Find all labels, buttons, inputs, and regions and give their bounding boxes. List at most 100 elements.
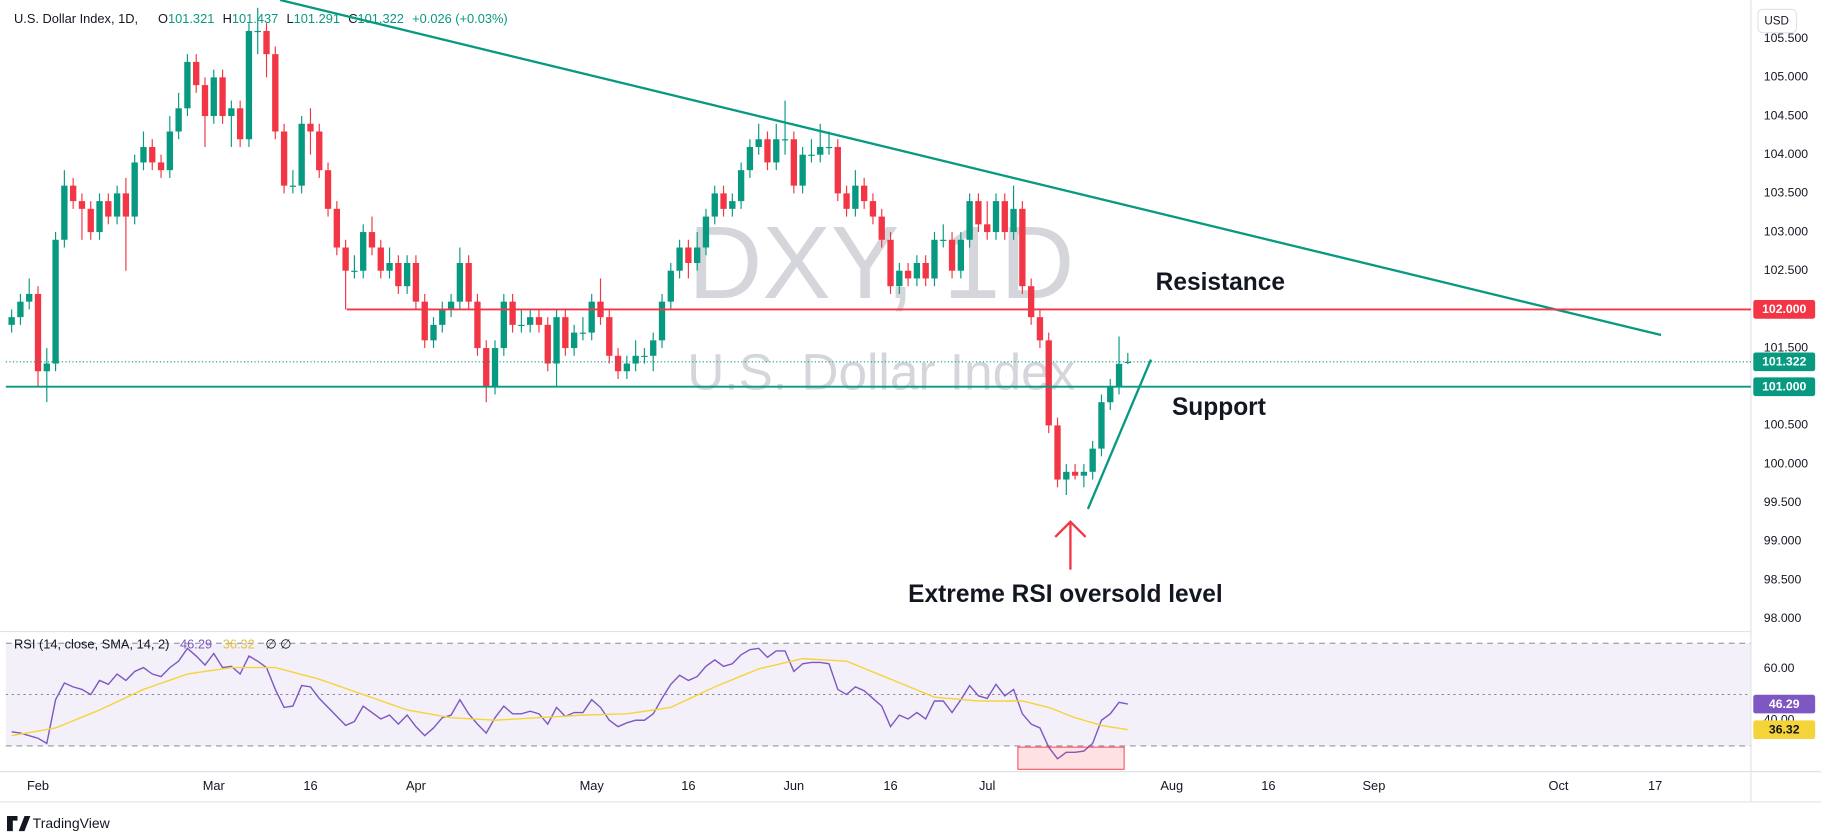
candle-body — [913, 262, 921, 279]
candle-body — [799, 154, 806, 186]
candle-body — [1054, 425, 1061, 480]
rsi-title: RSI (14, close, SMA, 14, 2) — [14, 637, 169, 652]
candle-body — [518, 324, 525, 327]
arrow — [1054, 520, 1087, 570]
x-tick-label: Feb — [27, 778, 49, 793]
currency[interactable]: USD — [1764, 15, 1789, 28]
legend: U.S. Dollar Index, 1D, O101.321 H101.437… — [14, 11, 508, 26]
candle-body — [447, 301, 455, 310]
price-label-box — [1753, 300, 1816, 319]
rsi-sma-value: 36.32 — [223, 637, 255, 652]
candle-body — [1001, 201, 1008, 233]
candle-body — [887, 239, 894, 287]
candle-body — [403, 262, 411, 287]
rsi-line — [11, 657, 1128, 737]
candle-body — [491, 348, 499, 387]
candle-body — [667, 270, 674, 302]
last-price-label: 101.322 — [1762, 355, 1806, 369]
x-tick-label: 16 — [1261, 778, 1275, 793]
candle-body — [105, 201, 112, 217]
candle-body — [781, 139, 789, 141]
candle-body — [606, 317, 613, 356]
candle-body — [342, 247, 349, 271]
watermark-group: DXY, 1D U.S. Dollar Index — [687, 205, 1076, 400]
candle-body — [922, 262, 929, 279]
candle-body — [685, 247, 692, 263]
candle-body — [8, 317, 15, 325]
candle-body — [658, 301, 666, 341]
candle-body — [17, 301, 24, 318]
y-tick-label: 103.500 — [1764, 186, 1808, 200]
candle-body — [377, 247, 384, 271]
rsi-tick-label: 60.00 — [1764, 661, 1795, 675]
candle-body — [843, 193, 850, 209]
candle-body — [711, 193, 718, 217]
candle-body — [34, 293, 42, 372]
candle-body — [527, 317, 534, 325]
ohlc-label: L — [286, 11, 293, 26]
symbol: U.S. Dollar Index, 1D, — [14, 11, 138, 26]
candle-body — [307, 123, 314, 132]
change: +0.026 (+0.03%) — [412, 11, 508, 26]
candle-body — [737, 170, 745, 202]
candle-body — [720, 193, 727, 209]
y-tick-label: 105.500 — [1764, 31, 1808, 45]
plot — [5, 7, 1751, 760]
candle-body — [729, 201, 736, 209]
y-tick-label: 100.000 — [1764, 456, 1808, 470]
candle-body — [122, 193, 130, 217]
price-label: 102.000 — [1762, 302, 1806, 316]
candle-body — [26, 293, 33, 302]
ohlc-label: O — [158, 11, 168, 26]
y-tick-label: 98.500 — [1764, 572, 1802, 586]
candle-body — [1010, 208, 1017, 233]
price-label-box — [1753, 377, 1816, 397]
candle-body — [166, 131, 174, 171]
candle-body — [764, 139, 771, 163]
candle-body — [948, 239, 956, 271]
x-tick-label: May — [580, 778, 605, 793]
candle-body — [386, 262, 393, 271]
last-price-box — [1753, 352, 1816, 372]
candle-body — [1036, 317, 1044, 341]
candle-body — [931, 239, 938, 279]
candle-body — [421, 301, 428, 341]
rsi-value-box — [1753, 720, 1816, 740]
candle-body — [1027, 286, 1035, 318]
candle-body — [131, 162, 138, 217]
candle-body — [773, 139, 780, 163]
candle-body — [755, 139, 762, 147]
candle-body — [1080, 471, 1088, 476]
price-label: 101.000 — [1762, 380, 1806, 394]
y-tick-label: 99.500 — [1764, 495, 1802, 509]
candle-body — [579, 332, 587, 334]
candle-body — [395, 262, 402, 287]
candle-body — [1124, 361, 1131, 363]
x-tick-label: 16 — [681, 778, 695, 793]
candle-body — [219, 77, 226, 117]
y-tick-label: 98.000 — [1764, 611, 1802, 625]
candle-body — [324, 170, 332, 209]
candle-body — [175, 108, 182, 132]
rsi-suffix: ∅ ∅ — [265, 637, 291, 652]
candle-body — [280, 131, 288, 186]
candle-body — [940, 239, 947, 241]
candle-body — [483, 348, 490, 387]
candle-body — [509, 301, 516, 325]
currency-button[interactable] — [1757, 8, 1798, 34]
candle-body — [360, 232, 367, 271]
candle-body — [562, 317, 569, 349]
candle-body — [96, 201, 103, 233]
candle-body — [298, 123, 305, 186]
candle-body — [140, 146, 147, 163]
rsi-value-label: 36.32 — [1769, 723, 1800, 737]
candle-body — [157, 162, 165, 171]
ohlc-value: 101.437 — [232, 11, 278, 26]
candle-body — [746, 146, 754, 171]
rsi-value-label: 46.29 — [1769, 697, 1800, 711]
candle-body — [272, 54, 279, 132]
candle-body — [149, 146, 156, 163]
candle-body — [61, 185, 68, 240]
candle-body — [676, 247, 683, 271]
rsi-line — [11, 647, 1128, 760]
